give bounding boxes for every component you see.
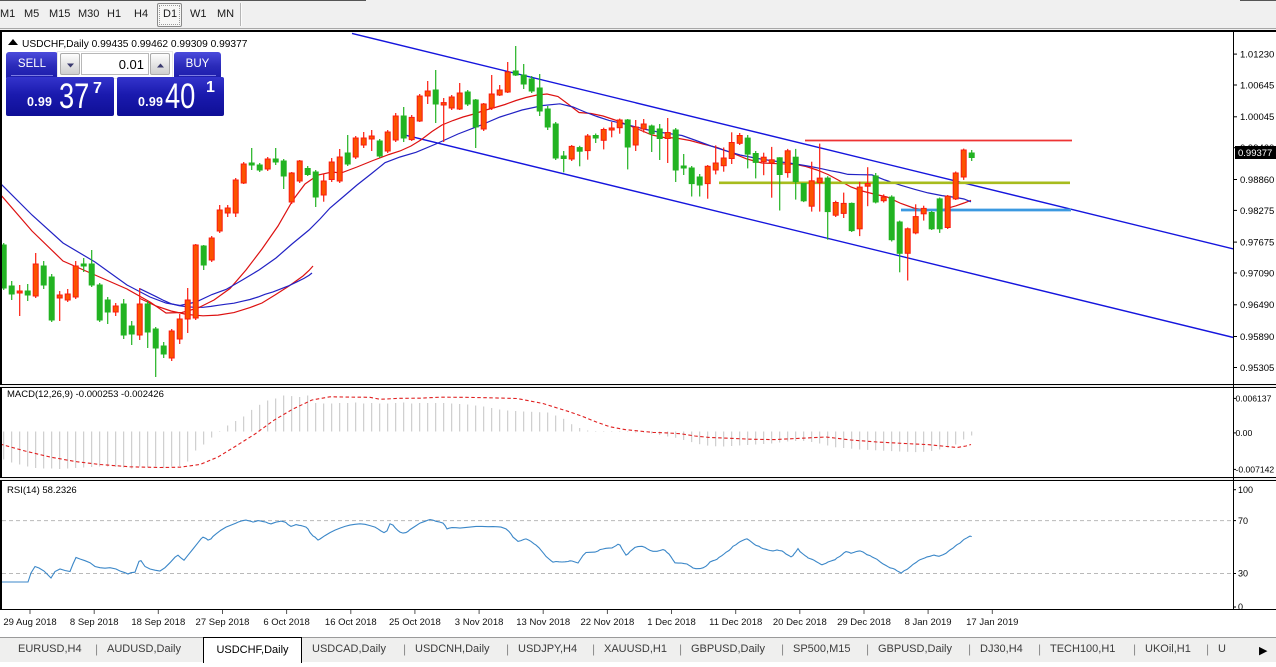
svg-text:29 Dec 2018: 29 Dec 2018 <box>837 617 891 628</box>
svg-text:0.97090: 0.97090 <box>1240 268 1274 279</box>
svg-text:0.96490: 0.96490 <box>1240 300 1274 311</box>
svg-text:1.01230: 1.01230 <box>1240 50 1274 61</box>
svg-text:16 Oct 2018: 16 Oct 2018 <box>325 617 377 628</box>
svg-text:8 Jan 2019: 8 Jan 2019 <box>905 617 952 628</box>
svg-text:27 Sep 2018: 27 Sep 2018 <box>196 617 250 628</box>
svg-text:MACD(12,26,9) -0.000253 -0.002: MACD(12,26,9) -0.000253 -0.002426 <box>7 389 164 400</box>
svg-text:0.98860: 0.98860 <box>1240 175 1274 186</box>
svg-text:1.00045: 1.00045 <box>1240 112 1274 123</box>
svg-text:0: 0 <box>1238 602 1243 612</box>
svg-text:USDCHF,Daily 0.99435 0.99462: USDCHF,Daily 0.99435 0.99462 0.99309 0.9… <box>22 39 248 50</box>
svg-text:18 Sep 2018: 18 Sep 2018 <box>131 617 185 628</box>
svg-text:70: 70 <box>1238 516 1248 526</box>
svg-text:6 Oct 2018: 6 Oct 2018 <box>263 617 309 628</box>
svg-text:RSI(14) 58.2326: RSI(14) 58.2326 <box>7 485 77 496</box>
svg-text:11 Dec 2018: 11 Dec 2018 <box>709 617 762 628</box>
svg-text:30: 30 <box>1238 569 1248 579</box>
svg-text:20 Dec 2018: 20 Dec 2018 <box>773 617 827 628</box>
svg-text:13 Nov 2018: 13 Nov 2018 <box>516 617 570 628</box>
svg-text:0.99377: 0.99377 <box>1238 148 1272 159</box>
svg-text:0.98275: 0.98275 <box>1240 206 1274 217</box>
svg-text:1.00645: 1.00645 <box>1240 80 1274 91</box>
svg-text:0.95890: 0.95890 <box>1240 332 1274 343</box>
svg-text:0.95305: 0.95305 <box>1240 363 1274 374</box>
svg-text:1 Dec 2018: 1 Dec 2018 <box>647 617 696 628</box>
svg-text:0.006137: 0.006137 <box>1236 394 1272 404</box>
svg-text:-0.007142: -0.007142 <box>1236 465 1275 475</box>
svg-text:17 Jan 2019: 17 Jan 2019 <box>966 617 1018 628</box>
svg-text:22 Nov 2018: 22 Nov 2018 <box>580 617 634 628</box>
svg-text:3 Nov 2018: 3 Nov 2018 <box>455 617 504 628</box>
svg-text:29 Aug 2018: 29 Aug 2018 <box>3 617 56 628</box>
svg-text:8 Sep 2018: 8 Sep 2018 <box>70 617 119 628</box>
svg-text:0.97675: 0.97675 <box>1240 238 1274 249</box>
svg-text:100: 100 <box>1238 485 1253 495</box>
svg-text:25 Oct 2018: 25 Oct 2018 <box>389 617 441 628</box>
svg-text:0.00: 0.00 <box>1236 428 1253 438</box>
